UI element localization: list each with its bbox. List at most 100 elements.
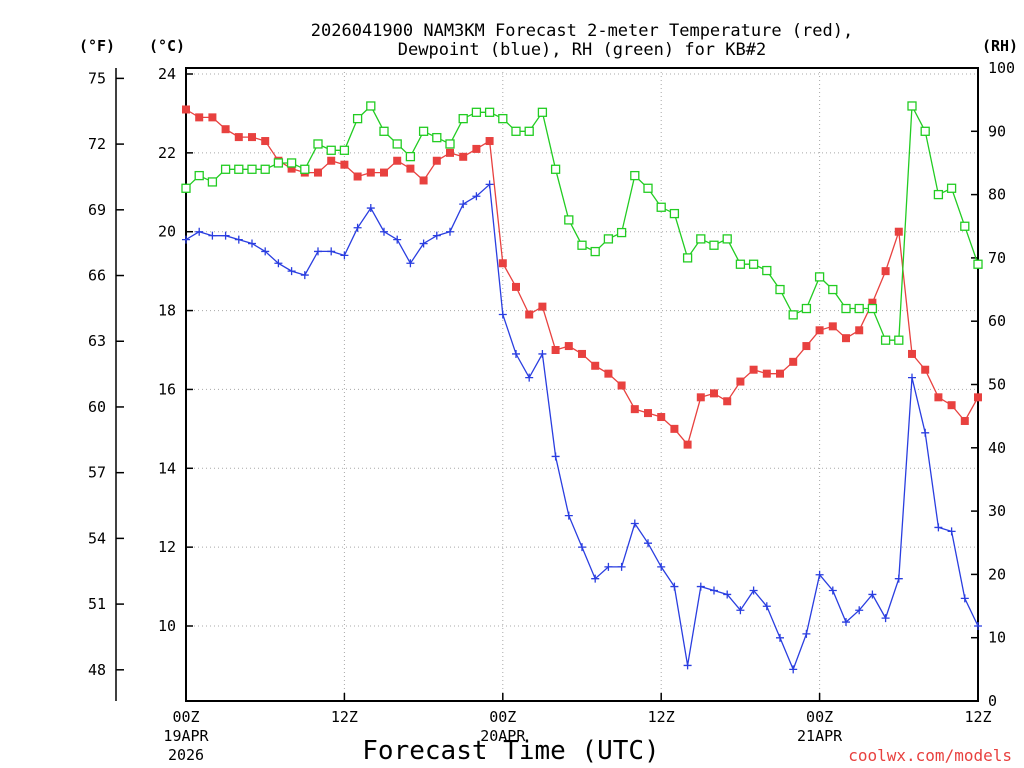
data-point xyxy=(208,113,217,122)
data-point xyxy=(894,335,904,345)
data-point xyxy=(960,594,969,603)
data-point xyxy=(722,234,732,244)
fahrenheit-tick-label: 60 xyxy=(88,398,106,416)
data-point xyxy=(947,527,956,536)
x-tick-date: 20APR xyxy=(480,727,526,745)
data-point xyxy=(445,139,455,149)
data-point xyxy=(393,235,402,244)
axes: 48 51 54 57 60 63 66 69 72 75 10 12 14 16 18 20 22 24 0 10 2… xyxy=(88,59,1015,764)
data-point xyxy=(960,416,969,425)
data-point xyxy=(868,590,877,599)
data-point xyxy=(247,164,257,174)
data-point xyxy=(405,151,416,162)
x-tick-label: 12Z xyxy=(331,708,358,726)
fahrenheit-tick-label: 66 xyxy=(88,267,106,285)
credit-link[interactable]: coolwx.com/models xyxy=(848,746,1012,765)
data-point xyxy=(789,357,798,366)
data-point xyxy=(340,251,349,260)
data-point xyxy=(657,562,666,571)
data-point xyxy=(512,349,520,358)
data-point xyxy=(669,208,680,219)
data-point xyxy=(789,665,798,674)
data-point xyxy=(366,168,375,177)
series-relative-humidity xyxy=(181,101,983,345)
fahrenheit-unit-label: (°F) xyxy=(79,37,115,55)
data-point xyxy=(855,606,864,615)
x-tick-label: 12Z xyxy=(964,708,991,726)
data-point xyxy=(234,235,243,244)
data-point xyxy=(814,272,825,282)
data-point xyxy=(590,246,600,257)
data-point xyxy=(908,349,916,358)
rh-tick-label: 60 xyxy=(988,312,1006,330)
data-point xyxy=(776,369,784,378)
data-point xyxy=(524,126,534,136)
data-point xyxy=(195,227,204,236)
data-point xyxy=(947,401,956,410)
data-point xyxy=(392,139,402,149)
data-point xyxy=(934,523,943,532)
data-point xyxy=(630,170,640,181)
fahrenheit-tick-label: 75 xyxy=(88,69,106,87)
data-point xyxy=(182,105,190,114)
data-point xyxy=(551,346,560,354)
data-point xyxy=(683,661,692,670)
data-point xyxy=(723,590,732,599)
x-tick-label: 00Z xyxy=(806,708,833,726)
fahrenheit-tick-label: 48 xyxy=(88,661,106,679)
data-point xyxy=(974,622,982,630)
chart-title: 2026041900 NAM3KM Forecast 2-meter Tempe… xyxy=(311,21,853,41)
data-point xyxy=(696,393,705,402)
data-point xyxy=(287,164,296,173)
data-point xyxy=(182,235,190,244)
data-point xyxy=(459,200,468,209)
rh-tick-label: 90 xyxy=(988,122,1006,140)
data-point xyxy=(670,424,679,433)
data-point xyxy=(485,137,494,146)
data-point xyxy=(710,389,718,398)
data-point xyxy=(921,365,930,374)
chart-subtitle: Dewpoint (blue), RH (green) for KB#2 xyxy=(398,40,766,60)
data-point xyxy=(907,101,917,111)
data-point xyxy=(220,164,231,174)
data-point xyxy=(656,202,666,212)
data-point xyxy=(379,126,389,136)
data-point xyxy=(432,156,441,165)
data-point xyxy=(670,582,679,591)
fahrenheit-tick-label: 51 xyxy=(88,595,106,613)
gridlines xyxy=(186,68,978,701)
data-point xyxy=(723,397,732,406)
data-point xyxy=(419,239,428,248)
data-point xyxy=(418,126,429,136)
data-point xyxy=(802,342,811,351)
data-point xyxy=(577,240,587,250)
data-point xyxy=(815,570,824,579)
data-point xyxy=(498,310,507,319)
data-point xyxy=(709,240,719,250)
data-point xyxy=(710,586,718,595)
data-point xyxy=(855,326,864,335)
x-tick-label: 00Z xyxy=(489,708,516,726)
data-point xyxy=(828,586,837,595)
data-point xyxy=(551,452,560,461)
data-point xyxy=(802,629,811,638)
data-point xyxy=(353,223,362,232)
data-point xyxy=(842,618,850,627)
data-point xyxy=(736,606,745,615)
data-point xyxy=(881,267,890,276)
x-tick-year: 2026 xyxy=(168,746,204,764)
data-point xyxy=(194,170,204,181)
data-point xyxy=(181,183,191,193)
data-point xyxy=(841,303,851,314)
data-point xyxy=(366,101,376,111)
celsius-tick-label: 22 xyxy=(158,144,176,162)
data-point xyxy=(498,259,507,268)
celsius-tick-label: 10 xyxy=(158,617,176,635)
data-point xyxy=(221,231,230,240)
celsius-tick-label: 14 xyxy=(158,459,176,477)
data-point xyxy=(894,574,903,583)
data-point xyxy=(314,247,322,256)
rh-tick-label: 10 xyxy=(988,629,1006,647)
fahrenheit-tick-label: 57 xyxy=(88,464,106,482)
rh-tick-label: 70 xyxy=(988,249,1006,267)
